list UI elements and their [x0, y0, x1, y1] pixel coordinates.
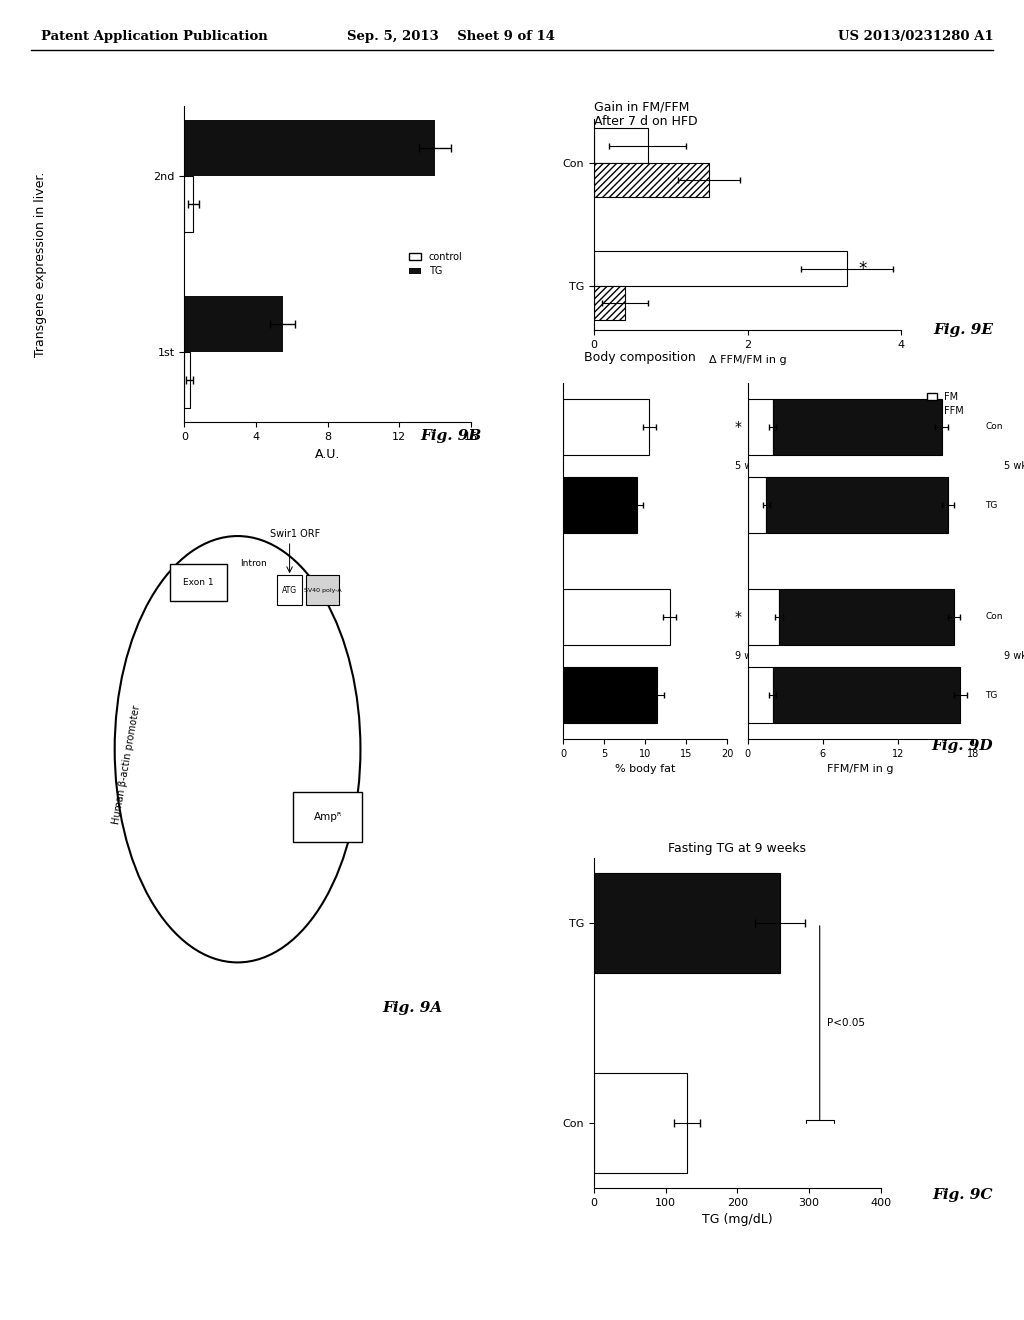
Bar — [779, 589, 954, 644]
Legend: FM, FFM: FM, FFM — [923, 388, 968, 420]
FancyBboxPatch shape — [278, 574, 302, 606]
Bar — [748, 399, 772, 455]
Text: Transgene expression in liver.: Transgene expression in liver. — [35, 172, 47, 356]
FancyBboxPatch shape — [306, 574, 339, 606]
Legend: control, TG: control, TG — [406, 248, 466, 280]
Bar — [772, 667, 961, 723]
Text: *: * — [734, 420, 741, 434]
Bar — [184, 120, 435, 176]
Text: Fig. 9D: Fig. 9D — [932, 739, 993, 754]
Text: Con: Con — [985, 422, 1002, 432]
Text: Exon 1: Exon 1 — [183, 578, 214, 587]
Text: P<0.05: P<0.05 — [827, 1018, 865, 1028]
Bar — [594, 286, 625, 321]
Text: Fig. 9A: Fig. 9A — [382, 1001, 442, 1015]
Text: *: * — [858, 260, 867, 277]
Bar — [594, 252, 847, 286]
Text: Human β-actin promoter: Human β-actin promoter — [112, 704, 142, 825]
Text: US 2013/0231280 A1: US 2013/0231280 A1 — [838, 30, 993, 44]
X-axis label: FFM/FM in g: FFM/FM in g — [827, 764, 893, 775]
Text: Ampᴿ: Ampᴿ — [313, 812, 342, 822]
Bar — [594, 128, 647, 162]
Bar — [184, 296, 283, 352]
X-axis label: % body fat: % body fat — [615, 764, 675, 775]
X-axis label: Δ FFM/FM in g: Δ FFM/FM in g — [709, 355, 786, 366]
X-axis label: A.U.: A.U. — [315, 447, 340, 461]
Bar — [184, 352, 189, 408]
Bar — [772, 399, 941, 455]
Bar — [563, 667, 657, 723]
Text: ATG: ATG — [282, 586, 297, 595]
Bar — [748, 478, 766, 533]
Text: 5 wk: 5 wk — [735, 461, 758, 471]
Title: Fasting TG at 9 weeks: Fasting TG at 9 weeks — [669, 842, 806, 855]
Text: Body composition: Body composition — [584, 351, 695, 364]
Text: 9 wk: 9 wk — [1005, 651, 1024, 661]
Bar — [594, 873, 780, 973]
X-axis label: TG (mg/dL): TG (mg/dL) — [702, 1213, 772, 1226]
Bar — [594, 162, 709, 197]
Bar — [184, 176, 194, 232]
Bar — [563, 589, 670, 644]
Bar — [594, 1073, 687, 1173]
Text: Con: Con — [985, 612, 1002, 622]
Text: Fig. 9C: Fig. 9C — [933, 1188, 993, 1203]
Bar — [563, 399, 649, 455]
FancyBboxPatch shape — [293, 792, 362, 842]
Text: Fig. 9E: Fig. 9E — [933, 323, 993, 338]
Text: TG: TG — [985, 690, 997, 700]
FancyBboxPatch shape — [170, 564, 227, 602]
Text: 5 wk: 5 wk — [1005, 461, 1024, 471]
Text: 9 wk: 9 wk — [735, 651, 758, 661]
Bar — [748, 667, 772, 723]
Text: Intron: Intron — [241, 560, 267, 568]
Bar — [563, 478, 637, 533]
Text: Gain in FM/FFM
After 7 d on HFD: Gain in FM/FFM After 7 d on HFD — [594, 100, 697, 128]
Text: Sep. 5, 2013    Sheet 9 of 14: Sep. 5, 2013 Sheet 9 of 14 — [346, 30, 555, 44]
Text: Fig. 9B: Fig. 9B — [420, 429, 481, 444]
Bar — [748, 589, 779, 644]
Bar — [766, 478, 948, 533]
Text: SV40 poly-A: SV40 poly-A — [303, 587, 341, 593]
Text: *: * — [734, 610, 741, 624]
Text: Patent Application Publication: Patent Application Publication — [41, 30, 267, 44]
Text: TG: TG — [985, 500, 997, 510]
Text: Swir1 ORF: Swir1 ORF — [269, 528, 321, 539]
